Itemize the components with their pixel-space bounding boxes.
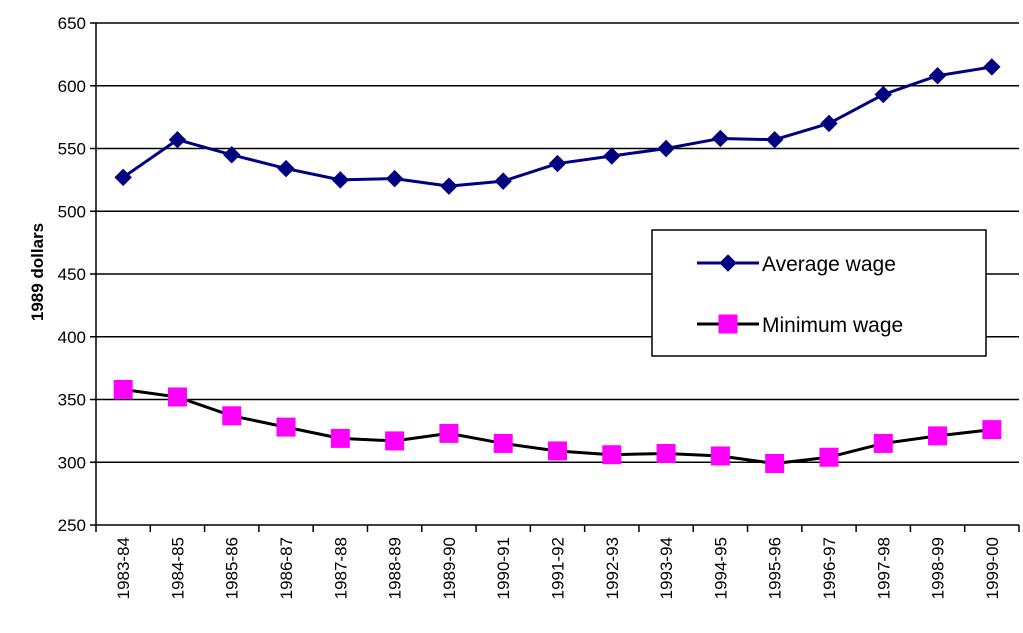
legend-box <box>651 229 987 357</box>
data-point <box>711 129 730 148</box>
data-point <box>385 169 404 188</box>
y-tick-label: 350 <box>58 391 86 410</box>
x-tick-label: 1997-98 <box>874 537 893 599</box>
data-point <box>439 423 459 443</box>
data-point <box>874 85 892 104</box>
data-point <box>657 139 675 158</box>
data-point <box>113 379 133 399</box>
data-point <box>765 131 784 149</box>
x-tick-label: 1996-97 <box>820 537 839 599</box>
axes <box>90 22 1020 532</box>
data-point <box>114 168 132 187</box>
x-tick-label: 1983-84 <box>114 537 133 599</box>
data-point <box>873 433 893 453</box>
y-tick-label: 250 <box>58 516 86 535</box>
gridlines <box>96 22 1019 463</box>
x-tick-label: 1990-91 <box>494 537 513 599</box>
x-tick-label: 1993-94 <box>657 537 676 599</box>
data-point <box>603 147 621 165</box>
y-axis-label: 1989 dollars <box>28 223 47 321</box>
x-tick-label: 1994-95 <box>711 537 730 599</box>
y-tick-label: 400 <box>58 328 86 347</box>
legend-label: Minimum wage <box>762 314 903 337</box>
x-tick-label: 1988-89 <box>386 537 405 599</box>
legend-label: Average wage <box>762 253 896 276</box>
data-point <box>928 426 948 446</box>
data-point <box>765 454 785 474</box>
data-point <box>656 443 676 463</box>
data-point <box>385 431 405 451</box>
data-point <box>493 433 513 453</box>
y-tick-label: 500 <box>58 202 86 221</box>
data-point <box>548 441 567 461</box>
series-minimum-wage <box>113 379 1002 474</box>
y-tick-label: 600 <box>58 77 86 96</box>
data-point <box>602 445 622 465</box>
data-point <box>494 172 512 190</box>
data-point <box>223 146 241 164</box>
y-tick-label: 650 <box>58 14 86 33</box>
data-point <box>982 420 1002 440</box>
x-tick-label: 1985-86 <box>223 537 242 599</box>
data-point <box>167 387 187 407</box>
x-tick-label: 1992-93 <box>603 537 622 599</box>
x-tick-label: 1995-96 <box>766 537 785 599</box>
data-point <box>277 159 295 178</box>
x-tick-label: 1999-00 <box>983 537 1002 599</box>
x-tick-label: 1984-85 <box>168 537 187 599</box>
x-tick-labels: 1983-84 1984-85 1985-86 1986-87 1987-88 1988-… <box>114 537 1002 599</box>
x-tick-label: 1986-87 <box>277 537 296 599</box>
x-tick-label: 1987-88 <box>331 537 350 599</box>
data-point <box>222 406 242 426</box>
legend-marker <box>719 254 737 272</box>
data-point <box>331 171 350 189</box>
data-point <box>983 58 1001 76</box>
y-tick-label: 550 <box>58 140 86 159</box>
y-tick-label: 300 <box>58 453 86 472</box>
data-point <box>928 67 947 85</box>
x-tick-label: 1991-92 <box>549 537 568 599</box>
legend: Average wage Minimum wage <box>651 229 987 357</box>
data-point <box>440 177 458 195</box>
data-point <box>276 417 296 437</box>
data-point <box>820 114 838 133</box>
data-point <box>548 154 567 173</box>
series <box>113 58 1002 474</box>
data-point <box>168 131 187 149</box>
x-tick-label: 1998-99 <box>929 537 948 599</box>
series-average-wage <box>114 58 1001 195</box>
data-point <box>819 447 839 467</box>
y-tick-label: 450 <box>58 265 86 284</box>
legend-marker <box>718 314 738 334</box>
data-point <box>330 428 350 448</box>
y-tick-labels: 250 300 350 400 450 500 550 600 650 <box>58 14 86 535</box>
x-tick-label: 1989-90 <box>440 537 459 599</box>
data-point <box>710 446 730 466</box>
